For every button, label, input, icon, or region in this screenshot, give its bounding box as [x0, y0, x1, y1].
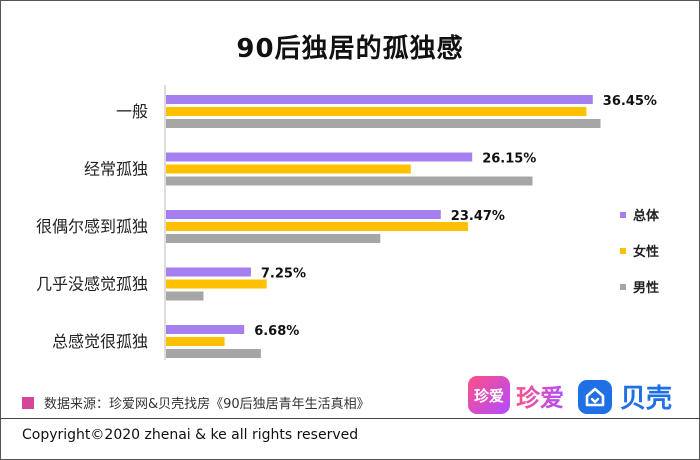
bar-女性 [166, 279, 267, 289]
legend-swatch [620, 284, 626, 290]
legend-label: 男性 [633, 280, 659, 296]
legend-swatch [620, 212, 626, 218]
chart-title: 90后独居的孤独感 [236, 34, 464, 64]
bar-女性 [166, 164, 411, 174]
value-label: 6.68% [254, 324, 299, 339]
bar-chart: 一般 36.45% 经常孤独 26.15% 很偶尔感到孤独 23.47% 几乎没感觉孤独 7.… [36, 85, 660, 360]
source-text: 数据来源：珍爱网&贝壳找房《90后独居青年生活真相》 [44, 397, 370, 412]
ke-logo-text: 贝壳 [620, 384, 673, 414]
bar-总体 [166, 95, 593, 104]
bar-总体 [166, 210, 441, 219]
value-label: 26.15% [482, 152, 536, 167]
value-label: 23.47% [451, 209, 505, 224]
legend-label: 女性 [633, 244, 659, 260]
zhenai-logo-icon: 珍爱 [468, 376, 510, 414]
house-icon [578, 379, 612, 414]
legend-label: 总体 [633, 208, 660, 224]
legend-swatch [620, 248, 626, 254]
bar-男性 [166, 291, 204, 301]
bar-总体 [166, 325, 245, 334]
bar-男性 [166, 119, 601, 128]
ke-logo: 贝壳 [578, 378, 672, 415]
category-label: 经常孤独 [84, 160, 148, 179]
bar-男性 [166, 234, 381, 243]
category-label: 很偶尔感到孤独 [36, 217, 148, 236]
source-marker [22, 396, 34, 409]
bar-女性 [166, 337, 225, 346]
bar-女性 [166, 107, 587, 116]
footer-divider [0, 418, 700, 419]
copyright-text: Copyright©2020 zhenai & ke all rights re… [22, 427, 359, 443]
value-label: 7.25% [261, 267, 306, 282]
data-source: 数据来源：珍爱网&贝壳找房《90后独居青年生活真相》 [22, 393, 370, 412]
bar-总体 [166, 152, 473, 162]
category-label: 一般 [116, 102, 148, 121]
zhenai-logo-text: 珍爱 [516, 378, 564, 413]
category-label: 几乎没感觉孤独 [36, 275, 148, 294]
category-label: 总感觉很孤独 [52, 332, 148, 351]
zhenai-logo: 珍爱 珍爱 [468, 376, 564, 414]
bar-女性 [166, 222, 469, 231]
bar-男性 [166, 349, 261, 358]
bar-男性 [166, 176, 533, 186]
bar-总体 [166, 267, 251, 277]
value-label: 36.45% [603, 94, 657, 109]
